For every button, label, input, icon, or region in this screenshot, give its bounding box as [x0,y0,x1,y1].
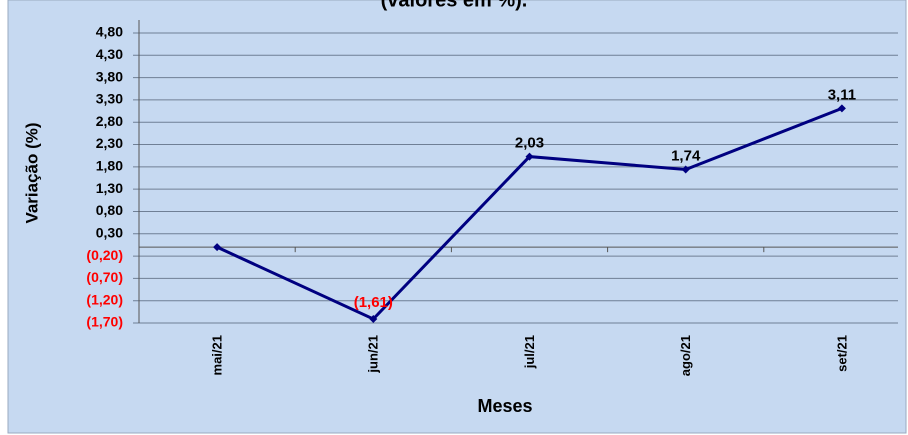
x-tick-label: set/21 [834,335,849,372]
y-tick-label: (0,70) [86,269,123,285]
y-axis-label: Variação (%) [22,122,41,223]
point [681,165,690,174]
y-tick-label: (1,20) [86,291,123,307]
y-tick-label: 0,30 [96,224,123,240]
y-tick-label: 1,30 [96,180,123,196]
data-label: 3,11 [828,86,856,103]
y-tick-label: (0,20) [86,247,123,263]
x-tick-label: mai/21 [210,335,225,375]
point [837,104,846,113]
data-label: 1,74 [671,147,701,164]
point [213,243,222,252]
data-label: (1,61) [354,294,393,311]
chart-title: (valores em %). [381,0,528,11]
y-tick-label: 3,30 [96,91,123,107]
y-tick-label: 3,80 [96,68,123,84]
x-tick-label: jul/21 [522,335,537,369]
x-axis-label: Meses [477,396,532,416]
y-tick-label: 4,80 [96,24,123,40]
x-tick-label: jun/21 [366,335,381,374]
chart-background [7,0,907,434]
data-label: 2,03 [515,135,544,152]
point [525,152,534,161]
point [369,314,378,323]
y-tick-label: (1,70) [86,314,123,330]
y-tick-label: 0,80 [96,202,123,218]
y-tick-label: 4,30 [96,46,123,62]
y-tick-label: 1,80 [96,158,123,174]
y-tick-label: 2,80 [96,113,123,129]
y-tick-label: 2,30 [96,135,123,151]
x-tick-label: ago/21 [678,335,693,376]
